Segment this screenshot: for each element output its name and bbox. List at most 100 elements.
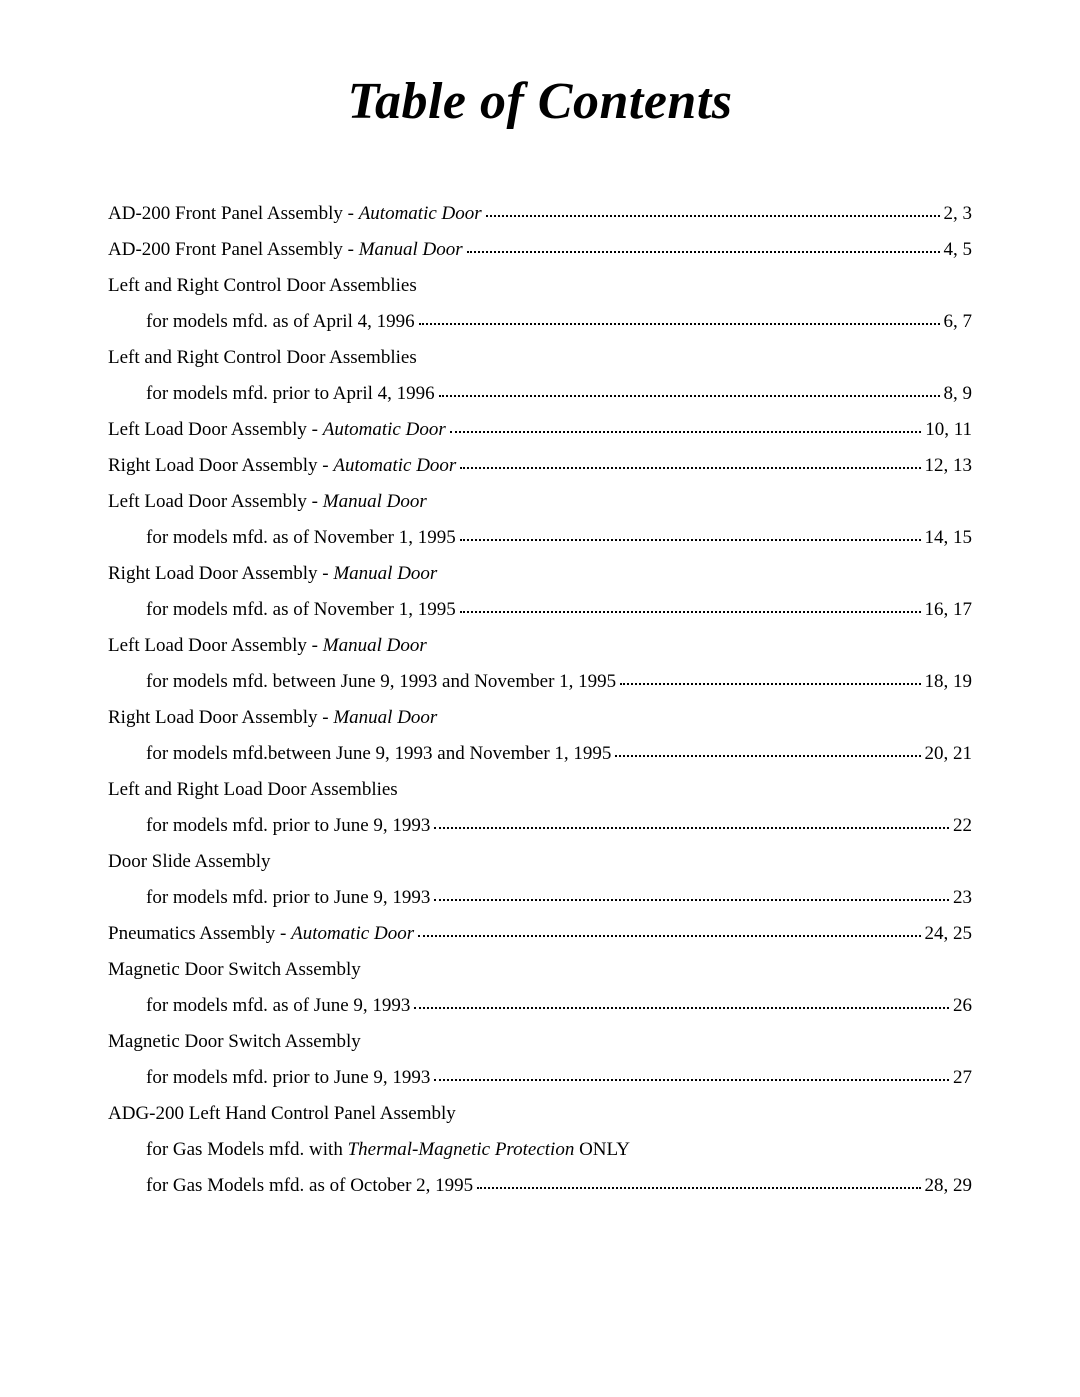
toc-leader-dots — [434, 899, 949, 901]
toc-entry-label: Left and Right Load Door Assemblies — [108, 779, 398, 801]
toc-entry: Left Load Door Assembly - Manual Door — [108, 635, 972, 657]
toc-label-pre: for models mfd. prior to June 9, 1993 — [146, 1067, 430, 1088]
toc-entry-pages: 28, 29 — [925, 1175, 973, 1197]
toc-label-pre: Left and Right Control Door Assemblies — [108, 275, 417, 296]
toc-label-post: ONLY — [574, 1139, 630, 1160]
toc-entry: Right Load Door Assembly - Manual Door — [108, 707, 972, 729]
toc-label-pre: Right Load Door Assembly - — [108, 455, 333, 476]
toc-entry-pages: 14, 15 — [925, 527, 973, 549]
toc-label-pre: for models mfd. between June 9, 1993 and… — [146, 671, 616, 692]
toc-label-pre: ADG-200 Left Hand Control Panel Assembly — [108, 1103, 456, 1124]
toc-entry-label: for models mfd. as of November 1, 1995 — [146, 527, 456, 549]
toc-label-italic: Automatic Door — [359, 203, 482, 224]
toc-entry: Pneumatics Assembly - Automatic Door 24,… — [108, 923, 972, 945]
toc-leader-dots — [418, 935, 920, 937]
toc-label-pre: Left Load Door Assembly - — [108, 419, 323, 440]
toc-leader-dots — [486, 215, 940, 217]
toc-entry-pages: 24, 25 — [925, 923, 973, 945]
toc-entry-label: Magnetic Door Switch Assembly — [108, 959, 361, 981]
toc-entry-label: Door Slide Assembly — [108, 851, 271, 873]
toc-label-pre: for Gas Models mfd. with — [146, 1139, 348, 1160]
toc-entry-label: for models mfd. between June 9, 1993 and… — [146, 671, 616, 693]
toc-label-pre: for Gas Models mfd. as of October 2, 199… — [146, 1175, 473, 1196]
toc-entry-pages: 26 — [953, 995, 972, 1017]
toc-leader-dots — [414, 1007, 949, 1009]
toc-entry: for models mfd. as of November 1, 1995 1… — [108, 527, 972, 549]
toc-leader-dots — [460, 467, 920, 469]
toc-entry-pages: 10, 11 — [925, 419, 972, 441]
toc-label-pre: Magnetic Door Switch Assembly — [108, 959, 361, 980]
toc-entry: for Gas Models mfd. as of October 2, 199… — [108, 1175, 972, 1197]
toc-label-italic: Manual Door — [333, 563, 437, 584]
toc-entry-pages: 22 — [953, 815, 972, 837]
toc-entry-pages: 2, 3 — [944, 203, 973, 225]
toc-leader-dots — [477, 1187, 920, 1189]
toc-label-italic: Manual Door — [359, 239, 463, 260]
toc-entry-pages: 16, 17 — [925, 599, 973, 621]
toc-entry: Left and Right Load Door Assemblies — [108, 779, 972, 801]
toc-entry-label: for models mfd. prior to June 9, 1993 — [146, 1067, 430, 1089]
toc-leader-dots — [467, 251, 940, 253]
toc-entry: Door Slide Assembly — [108, 851, 972, 873]
toc-entry: for models mfd. prior to June 9, 1993 27 — [108, 1067, 972, 1089]
toc-entry-label: for models mfd. prior to June 9, 1993 — [146, 887, 430, 909]
toc-entry: Left and Right Control Door Assemblies — [108, 347, 972, 369]
toc-entry: for models mfd. as of April 4, 1996 6, 7 — [108, 311, 972, 333]
toc-entry-label: AD-200 Front Panel Assembly - Automatic … — [108, 203, 482, 225]
toc-entry-label: Left and Right Control Door Assemblies — [108, 347, 417, 369]
toc-entry-pages: 12, 13 — [925, 455, 973, 477]
toc-label-italic: Manual Door — [333, 707, 437, 728]
toc-entry-label: Magnetic Door Switch Assembly — [108, 1031, 361, 1053]
toc-entry-label: Right Load Door Assembly - Manual Door — [108, 707, 437, 729]
toc-label-pre: Left Load Door Assembly - — [108, 491, 323, 512]
toc-label-pre: Right Load Door Assembly - — [108, 563, 333, 584]
toc-entry-label: Left Load Door Assembly - Manual Door — [108, 491, 427, 513]
toc-leader-dots — [450, 431, 921, 433]
toc-label-pre: Right Load Door Assembly - — [108, 707, 333, 728]
toc-entry-pages: 23 — [953, 887, 972, 909]
toc-entry-label: Right Load Door Assembly - Automatic Doo… — [108, 455, 456, 477]
toc-entry: Right Load Door Assembly - Automatic Doo… — [108, 455, 972, 477]
toc-entry: for models mfd. as of November 1, 1995 1… — [108, 599, 972, 621]
toc-label-pre: for models mfd. prior to April 4, 1996 — [146, 383, 435, 404]
toc-label-pre: for models mfd. as of November 1, 1995 — [146, 527, 456, 548]
toc-entry-pages: 8, 9 — [944, 383, 973, 405]
toc-entry-label: Right Load Door Assembly - Manual Door — [108, 563, 437, 585]
toc-entry: Magnetic Door Switch Assembly — [108, 1031, 972, 1053]
toc-label-pre: for models mfd. prior to June 9, 1993 — [146, 815, 430, 836]
toc-entry-label: ADG-200 Left Hand Control Panel Assembly — [108, 1103, 456, 1125]
toc-label-pre: Left and Right Load Door Assemblies — [108, 779, 398, 800]
toc-entry: Left Load Door Assembly - Manual Door — [108, 491, 972, 513]
toc-label-italic: Automatic Door — [333, 455, 456, 476]
toc-entry-label: for models mfd.between June 9, 1993 and … — [146, 743, 611, 765]
toc-entry: AD-200 Front Panel Assembly - Automatic … — [108, 203, 972, 225]
toc-entry-pages: 27 — [953, 1067, 972, 1089]
page-title: Table of Contents — [108, 72, 972, 131]
toc-entry: Right Load Door Assembly - Manual Door — [108, 563, 972, 585]
toc-label-pre: for models mfd. prior to June 9, 1993 — [146, 887, 430, 908]
toc-entry-label: for models mfd. as of November 1, 1995 — [146, 599, 456, 621]
toc-leader-dots — [419, 323, 940, 325]
toc-entry: for models mfd. prior to June 9, 1993 23 — [108, 887, 972, 909]
toc-label-pre: for models mfd. as of November 1, 1995 — [146, 599, 456, 620]
toc-entry-pages: 18, 19 — [925, 671, 973, 693]
toc-entry-pages: 20, 21 — [925, 743, 973, 765]
toc-label-italic: Thermal-Magnetic Protection — [348, 1139, 575, 1160]
toc-leader-dots — [615, 755, 920, 757]
toc-entry: for Gas Models mfd. with Thermal-Magneti… — [108, 1139, 972, 1161]
toc-leader-dots — [460, 611, 921, 613]
toc-entry-label: Left and Right Control Door Assemblies — [108, 275, 417, 297]
toc-entry: for models mfd. as of June 9, 1993 26 — [108, 995, 972, 1017]
toc-label-pre: for models mfd. as of June 9, 1993 — [146, 995, 410, 1016]
toc-label-pre: Pneumatics Assembly - — [108, 923, 291, 944]
toc-entry-label: for Gas Models mfd. with Thermal-Magneti… — [146, 1139, 630, 1161]
toc-leader-dots — [460, 539, 921, 541]
toc-leader-dots — [434, 827, 949, 829]
toc-entry: Left and Right Control Door Assemblies — [108, 275, 972, 297]
toc-entry-label: for models mfd. prior to April 4, 1996 — [146, 383, 435, 405]
toc-leader-dots — [620, 683, 920, 685]
toc-label-italic: Automatic Door — [323, 419, 446, 440]
toc-entry: for models mfd. between June 9, 1993 and… — [108, 671, 972, 693]
toc-entry-pages: 6, 7 — [944, 311, 973, 333]
toc-entry-label: Left Load Door Assembly - Automatic Door — [108, 419, 446, 441]
